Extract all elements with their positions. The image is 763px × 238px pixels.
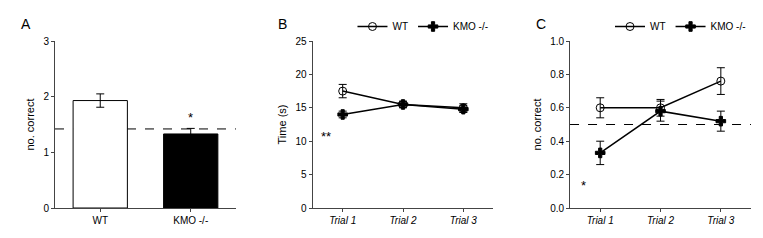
svg-text:0.2: 0.2 (550, 169, 564, 180)
svg-text:Trial 2: Trial 2 (647, 215, 674, 226)
svg-text:Trial 1: Trial 1 (329, 215, 356, 226)
svg-text:Trial 2: Trial 2 (389, 215, 416, 226)
svg-text:B: B (278, 16, 287, 32)
svg-text:KMO -/-: KMO -/- (173, 215, 208, 226)
svg-text:A: A (21, 16, 31, 32)
svg-text:Trial 3: Trial 3 (707, 215, 734, 226)
svg-text:no. correct: no. correct (24, 99, 36, 151)
svg-text:0: 0 (43, 203, 49, 214)
svg-text:2: 2 (43, 91, 49, 102)
svg-text:*: * (188, 110, 193, 125)
svg-text:**: ** (321, 129, 331, 144)
svg-text:1.0: 1.0 (550, 36, 564, 47)
svg-text:20: 20 (295, 69, 307, 80)
svg-text:Time (s): Time (s) (276, 105, 288, 145)
svg-text:0: 0 (301, 203, 307, 214)
svg-text:0.8: 0.8 (550, 69, 564, 80)
svg-text:5: 5 (301, 169, 307, 180)
svg-text:Trial 1: Trial 1 (587, 215, 614, 226)
svg-text:Trial 3: Trial 3 (450, 215, 477, 226)
svg-text:KMO -/-: KMO -/- (711, 21, 746, 32)
svg-text:WT: WT (392, 21, 408, 32)
svg-text:KMO -/-: KMO -/- (453, 21, 488, 32)
svg-text:10: 10 (295, 136, 307, 147)
svg-text:25: 25 (295, 36, 307, 47)
svg-text:no. correct: no. correct (531, 99, 543, 151)
svg-text:1: 1 (43, 147, 49, 158)
svg-text:0.4: 0.4 (550, 136, 564, 147)
svg-text:3: 3 (43, 36, 49, 47)
svg-text:WT: WT (650, 21, 666, 32)
svg-text:WT: WT (92, 215, 108, 226)
svg-text:15: 15 (295, 102, 307, 113)
svg-text:C: C (536, 16, 546, 32)
svg-text:0.0: 0.0 (550, 203, 564, 214)
svg-text:0.6: 0.6 (550, 102, 564, 113)
svg-text:*: * (581, 178, 586, 193)
